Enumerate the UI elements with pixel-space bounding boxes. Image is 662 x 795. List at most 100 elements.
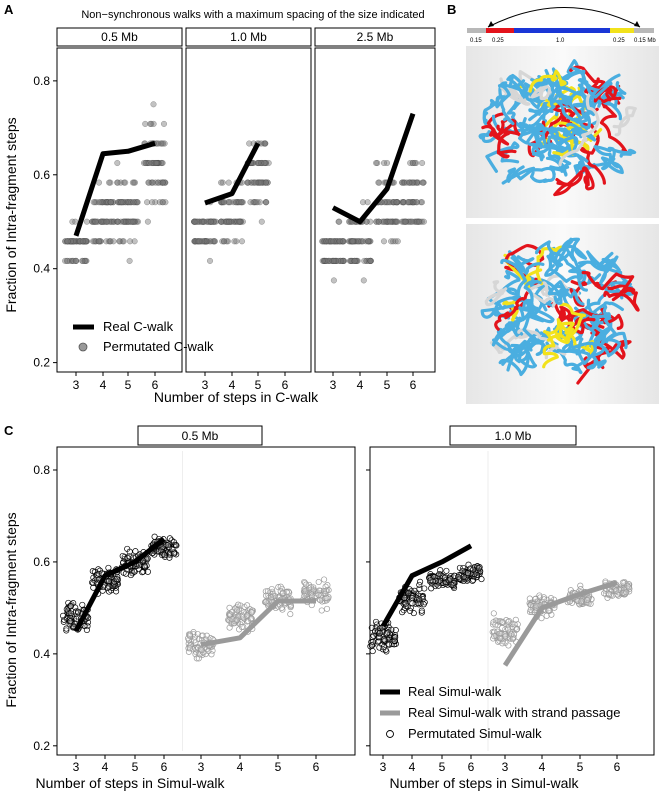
permutated-cwalk-point [131,238,138,245]
permutated-cwalk-point [244,179,251,186]
panel-a-xtick-label-0-0: 3 [73,378,80,392]
permutated-simulwalk-point [303,581,310,588]
permutated-simulwalk-point [205,648,212,655]
permutated-cwalk-point [116,238,123,245]
permutated-simulwalk-point [73,615,80,622]
permutated-cwalk-point [380,238,388,245]
permutated-cwalk-point [364,199,371,206]
permutated-cwalk-point [258,159,265,167]
permutated-cwalk-point [159,159,166,167]
panel-a-xtick-label-1-0: 3 [202,378,209,392]
permutated-simulwalk-point [436,570,443,578]
permutated-cwalk-point [159,179,166,186]
permutated-cwalk-point [328,238,335,245]
permutated-simulwalk-point [505,626,512,633]
permutated-cwalk-point [219,238,226,245]
permutated-cwalk-point [128,218,135,225]
panel-a-xtick-label-0-3: 6 [152,378,159,392]
panel-a-frame-1 [185,47,312,373]
permutated-cwalk-point [340,238,347,245]
permutated-cwalk-point [400,199,407,206]
permutated-cwalk-point [409,179,416,186]
permutated-simulwalk-point [233,616,240,623]
permutated-simulwalk-point [370,632,377,639]
panel-c-xtick-label-1-7: 6 [614,760,621,774]
permutated-cwalk-point [219,179,226,186]
permutated-simulwalk-point [505,642,512,649]
permutated-simulwalk-point [427,577,434,584]
permutated-cwalk-point [406,179,413,186]
permutated-simulwalk-point [186,645,193,652]
panel-c-xtick-label-1-2: 5 [439,760,446,774]
permutated-cwalk-point [349,238,356,245]
permutated-cwalk-point [363,218,370,225]
permutated-cwalk-point [89,218,96,225]
panel-c-plot: 0.5 Mb 3 4 5 6 3 4 5 6 0.2 0.4 0.6 0.8 1.0 Mb 3 4 5 6 3 4 5 6 [33,425,655,774]
permutated-simulwalk-point [74,608,82,615]
permutated-simulwalk-point [490,610,497,617]
panel-label-b: B [447,2,456,17]
permutated-simulwalk-point [287,611,294,618]
permutated-simulwalk-point [126,553,133,560]
permutated-simulwalk-point [532,596,539,603]
permutated-cwalk-point [114,218,122,225]
permutated-cwalk-point [147,120,154,127]
permutated-cwalk-point [110,238,117,245]
permutated-cwalk-point [126,199,133,206]
permutated-cwalk-point [80,238,87,245]
permutated-simulwalk-point [186,632,193,639]
permutated-cwalk-point [191,218,198,225]
permutated-cwalk-point [419,179,426,186]
permutated-simulwalk-point [113,588,120,595]
legend-perm-cwalk-swatch [78,342,88,352]
permutated-cwalk-point [380,159,388,167]
panel-c-xtick-label-1-3: 6 [468,760,475,774]
permutated-cwalk-point [330,238,337,245]
permutated-simulwalk-point [392,627,399,634]
panel-c-ytick-label-2: 0.6 [33,555,50,569]
permutated-cwalk-point [238,199,245,206]
permutated-simulwalk-point [136,562,143,569]
permutated-cwalk-point [67,238,74,245]
permutated-cwalk-point [106,179,113,186]
panel-c-ylabel: Fraction of Intra-fragment steps [3,512,19,707]
permutated-simulwalk-point [234,607,241,614]
permutated-cwalk-point [142,120,149,127]
scale-arc [487,7,641,28]
permutated-simulwalk-point [169,546,176,553]
permutated-cwalk-point [101,218,108,225]
permutated-simulwalk-point [315,578,322,586]
permutated-simulwalk-point [166,535,173,542]
permutated-simulwalk-point [383,630,390,637]
permutated-cwalk-point [218,179,225,186]
permutated-simulwalk-point [226,624,233,631]
permutated-simulwalk-point [122,570,129,577]
permutated-cwalk-point [114,159,121,167]
permutated-cwalk-point [376,179,383,186]
panel-a-title: Non−synchronous walks with a maximum spa… [81,9,424,21]
permutated-simulwalk-point [79,601,86,608]
permutated-simulwalk-point [402,600,409,607]
permutated-cwalk-point [375,218,382,225]
permutated-simulwalk-point [541,596,548,603]
permutated-simulwalk-point [450,581,457,588]
permutated-cwalk-point [95,238,102,245]
panel-c-left-xlabel: Number of steps in Simul-walk [35,775,225,791]
permutated-simulwalk-point [287,604,294,611]
panel-c-ytick-label-1: 0.4 [33,647,50,661]
scale-label-4: 0.15 Mb [634,38,656,44]
permutated-cwalk-point [411,159,418,167]
permutated-cwalk-point [373,159,380,167]
real-cwalk-line-0 [73,140,156,237]
permutated-simulwalk-point [198,646,205,654]
permutated-simulwalk-point [323,595,330,602]
permutated-simulwalk-point [323,605,331,612]
legend-strand-label: Real Simul-walk with strand passage [408,705,620,720]
permutated-simulwalk-point [141,563,148,570]
permutated-simulwalk-point [499,618,506,625]
permutated-simulwalk-point [191,637,198,644]
permutated-simulwalk-point [505,618,512,625]
permutated-simulwalk-point [126,548,133,555]
permutated-cwalk-point [319,257,326,264]
permutated-cwalk-point [225,218,233,225]
